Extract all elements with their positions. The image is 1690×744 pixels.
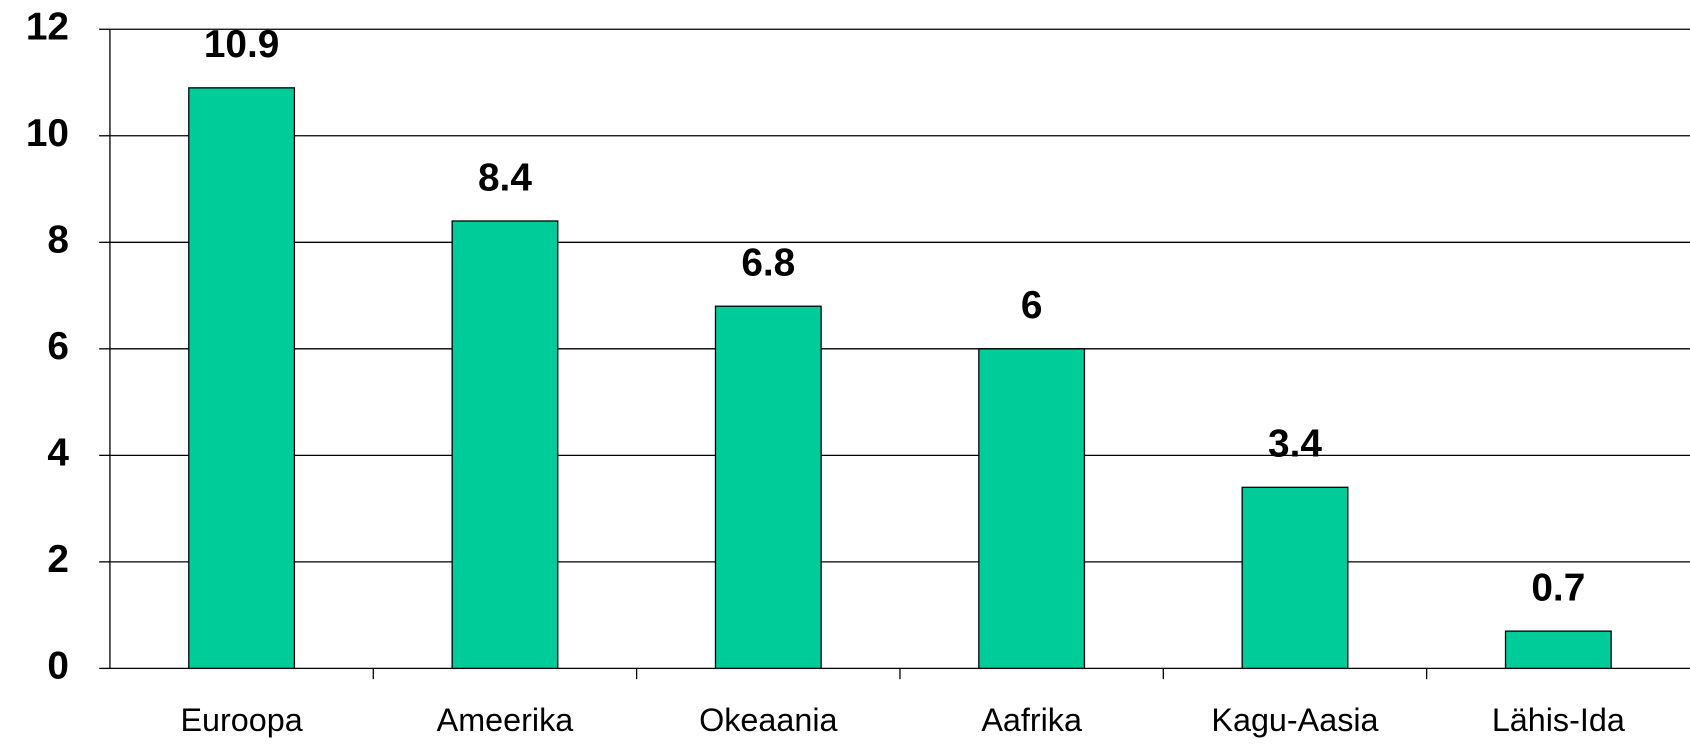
x-tick-label: Euroopa [180, 702, 302, 738]
y-tick-label: 2 [47, 538, 69, 581]
x-tick-label: Ameerika [437, 702, 574, 738]
bar [714, 305, 822, 670]
value-label: 8.4 [478, 156, 532, 199]
y-tick-label: 0 [47, 645, 69, 688]
x-tick-label: Kagu-Aasia [1211, 702, 1378, 738]
y-tick-label: 8 [47, 219, 69, 262]
value-label: 6 [1021, 284, 1043, 327]
value-label: 6.8 [741, 242, 795, 285]
y-tick-label: 6 [47, 325, 69, 368]
value-label: 0.7 [1531, 566, 1585, 609]
bar [188, 87, 296, 670]
bar [1241, 486, 1349, 670]
y-tick-label: 4 [47, 432, 69, 475]
y-tick-label: 10 [26, 112, 69, 155]
bar [1504, 630, 1612, 670]
x-tick-label: Lähis-Ida [1492, 702, 1625, 738]
y-tick-label: 12 [26, 6, 69, 49]
x-tick-label: Okeaania [699, 702, 837, 738]
x-tick-label: Aafrika [981, 702, 1082, 738]
value-label: 3.4 [1268, 423, 1322, 466]
bar [451, 220, 559, 670]
bar [978, 348, 1086, 670]
value-label: 10.9 [204, 23, 280, 66]
